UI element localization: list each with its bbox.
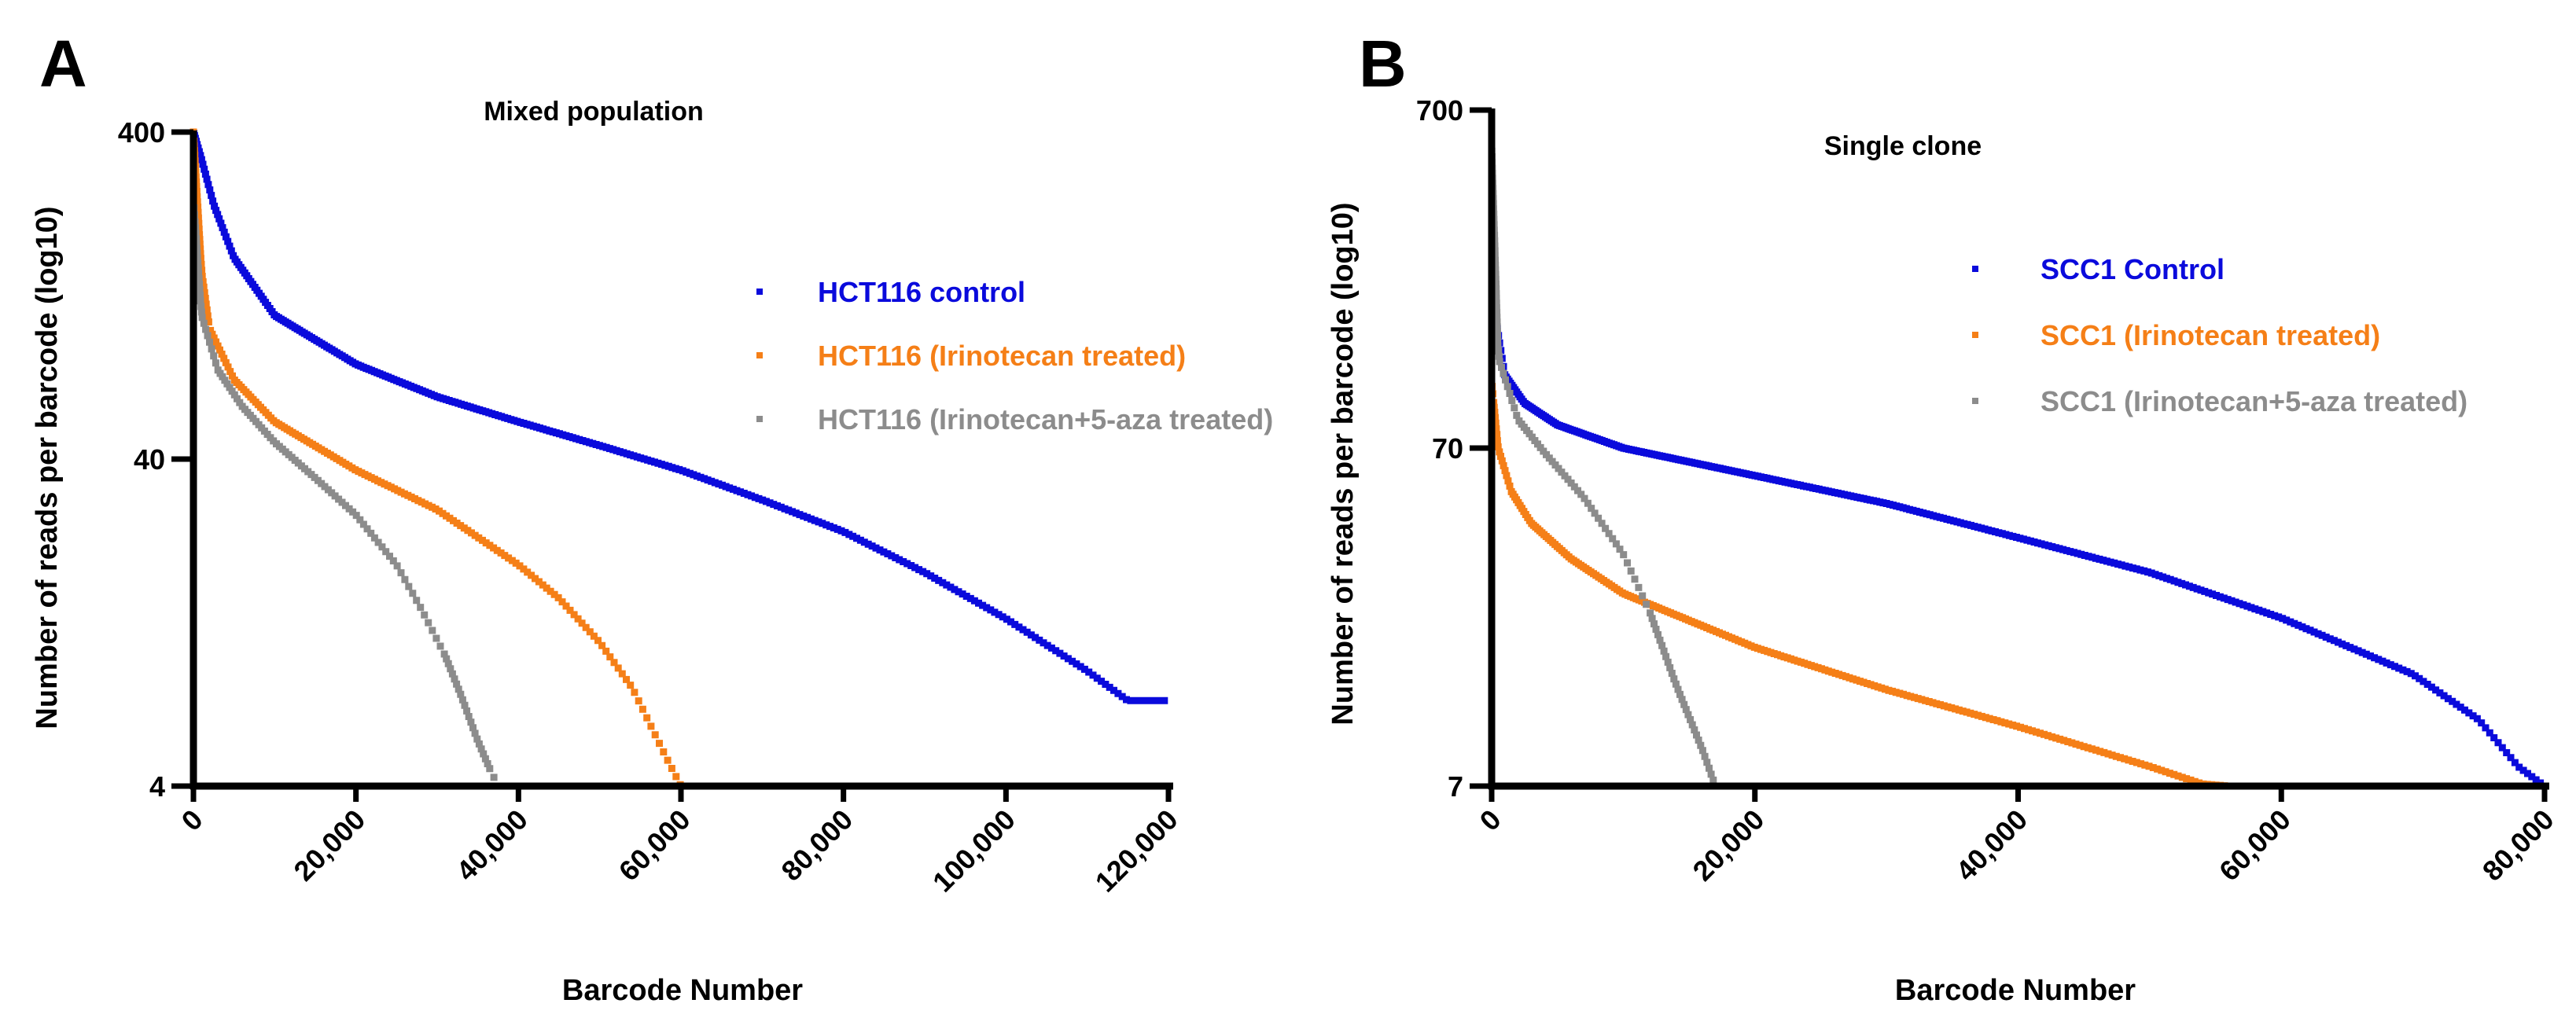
legend-marker-b-2 [1972, 332, 1978, 338]
y-tick-label-b-0: 7 [1448, 770, 1463, 803]
x-axis-label-b: Barcode Number [1895, 974, 2136, 1007]
legend-item-b-3: SCC1 (Irinotecan+5-aza treated) [1972, 385, 2467, 417]
x-tick-label-a-6: 120,000 [1089, 803, 1184, 899]
panel-b: B Single clone Number of reads per barco… [1327, 27, 2560, 1007]
legend-label-a-3: HCT116 (Irinotecan+5-aza treated) [818, 403, 1273, 435]
x-tick-label-b-4: 80,000 [2476, 803, 2560, 888]
x-tick-label-b-3: 60,000 [2213, 803, 2297, 888]
x-tick-label-a-3: 60,000 [613, 803, 697, 888]
y-tick-label-a-1: 40 [134, 443, 165, 476]
legend-item-a-2: HCT116 (Irinotecan treated) [756, 340, 1186, 372]
y-axis-label-b: Number of reads per barcode (log10) [1327, 202, 1360, 725]
legend-item-a-1: HCT116 control [756, 276, 1025, 308]
series-points-a-2 [190, 128, 701, 790]
y-tick-label-a-0: 4 [149, 770, 165, 803]
x-tick-label-b-2: 40,000 [1949, 803, 2033, 888]
legend-item-b-1: SCC1 Control [1972, 253, 2225, 285]
chart-title-b: Single clone [1824, 131, 1982, 161]
y-tick-label-b-2: 700 [1416, 94, 1463, 127]
x-tick-label-a-5: 100,000 [926, 803, 1021, 899]
x-tick-label-a-1: 20,000 [287, 803, 371, 888]
axes-b: 7 70 700 0 20,000 40,000 60,000 80,000 [1416, 94, 2560, 888]
series-layer-a [190, 128, 1168, 790]
axes-a: 4 40 400 0 20,000 40,000 60,000 80,000 100,000 12… [118, 116, 1184, 899]
legend-label-b-1: SCC1 Control [2041, 253, 2225, 285]
series-a-3 [190, 195, 502, 790]
legend-label-b-2: SCC1 (Irinotecan treated) [2041, 319, 2380, 351]
panel-letter-a: A [39, 27, 87, 101]
panel-letter-b: B [1359, 27, 1407, 101]
legend-marker-b-3 [1972, 398, 1978, 404]
x-tick-label-b-1: 20,000 [1687, 803, 1771, 888]
legend-label-a-1: HCT116 control [818, 276, 1025, 308]
legend-marker-a-1 [756, 288, 763, 295]
x-tick-label-a-0: 0 [175, 803, 209, 837]
legend-marker-b-1 [1972, 266, 1978, 272]
series-b-3 [1488, 141, 1719, 790]
legend-a: HCT116 control HCT116 (Irinotecan treated… [756, 276, 1273, 435]
legend-b: SCC1 Control SCC1 (Irinotecan treated) SCC… [1972, 253, 2467, 417]
y-tick-label-b-1: 70 [1432, 432, 1463, 465]
chart-title-a: Mixed population [484, 97, 704, 127]
x-axis-label-a: Barcode Number [562, 974, 803, 1007]
x-tick-label-b-0: 0 [1474, 803, 1507, 837]
series-points-a-3 [190, 195, 502, 790]
y-tick-label-a-2: 400 [118, 116, 165, 149]
x-tick-label-a-4: 80,000 [775, 803, 859, 888]
legend-label-b-3: SCC1 (Irinotecan+5-aza treated) [2041, 385, 2467, 417]
x-tick-label-a-2: 40,000 [450, 803, 534, 888]
series-points-b-1 [1488, 189, 2548, 790]
legend-label-a-2: HCT116 (Irinotecan treated) [818, 340, 1186, 372]
series-layer-b [1488, 141, 2548, 790]
legend-item-b-2: SCC1 (Irinotecan treated) [1972, 319, 2380, 351]
series-a-2 [190, 128, 701, 790]
legend-marker-a-2 [756, 352, 763, 358]
legend-item-a-3: HCT116 (Irinotecan+5-aza treated) [756, 403, 1273, 435]
series-points-b-3 [1488, 141, 1719, 790]
legend-marker-a-3 [756, 416, 763, 422]
panel-a: A Mixed population Number of reads per b… [31, 27, 1273, 1007]
series-b-1 [1488, 189, 2548, 790]
y-axis-label-a: Number of reads per barcode (log10) [31, 206, 64, 729]
